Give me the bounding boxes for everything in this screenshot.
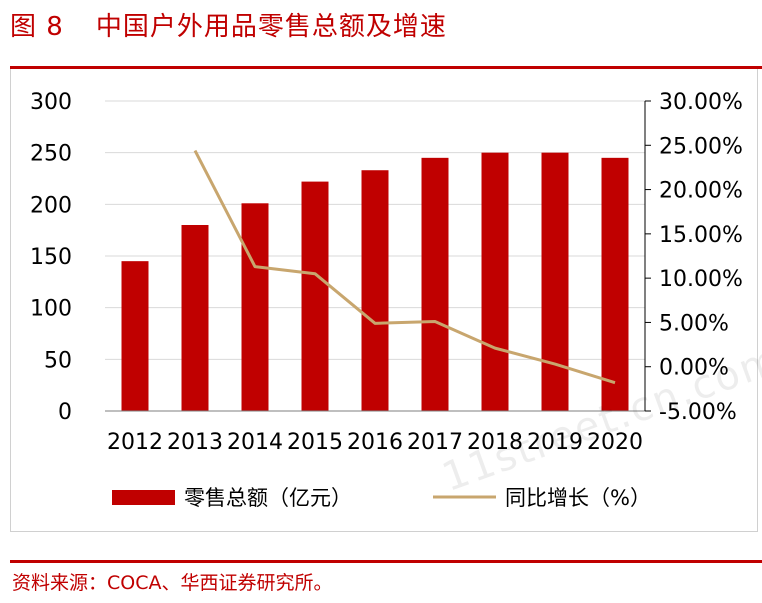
bar bbox=[181, 225, 209, 411]
growth-line bbox=[193, 149, 616, 385]
x-tick-label: 2012 bbox=[107, 430, 163, 455]
x-tick-label: 2018 bbox=[467, 430, 523, 455]
bar bbox=[241, 203, 269, 411]
legend: 零售总额（亿元） 同比增长（%） bbox=[112, 486, 651, 510]
x-tick-label: 2017 bbox=[407, 430, 463, 455]
x-tick-label: 2014 bbox=[227, 430, 283, 455]
bar bbox=[121, 261, 149, 411]
x-tick-label: 2015 bbox=[287, 430, 343, 455]
bar bbox=[601, 157, 629, 411]
y-right-tick-label: 15.00% bbox=[659, 223, 743, 248]
bar bbox=[301, 181, 329, 411]
legend-line-label: 同比增长（%） bbox=[505, 486, 651, 510]
top-rule bbox=[10, 66, 762, 69]
legend-bar-label: 零售总额（亿元） bbox=[184, 486, 352, 510]
y-left-tick-label: 150 bbox=[30, 245, 72, 270]
y-right-tick-label: 20.00% bbox=[659, 179, 743, 204]
y-left-tick-label: 50 bbox=[44, 348, 72, 373]
figure-title: 图 8 中国户外用品零售总额及增速 bbox=[10, 6, 447, 43]
x-tick-label: 2020 bbox=[587, 430, 643, 455]
y-right-tick-label: 5.00% bbox=[659, 311, 729, 336]
bar bbox=[361, 170, 389, 411]
x-tick-label: 2016 bbox=[347, 430, 403, 455]
y-left-tick-label: 0 bbox=[58, 400, 72, 425]
x-tick-label: 2013 bbox=[167, 430, 223, 455]
legend-bar-swatch bbox=[112, 490, 175, 505]
chart-frame bbox=[10, 69, 758, 532]
y-right-tick-label: 0.00% bbox=[659, 356, 729, 381]
y-left-tick-label: 100 bbox=[30, 297, 72, 322]
axes: 0 50 100 150 200 250 300 -5.00% 0.00% 5.00% 10.00%… bbox=[30, 90, 743, 455]
figure-label: 图 8 bbox=[10, 12, 64, 42]
bar bbox=[481, 152, 509, 411]
y-right-tick-label: 10.00% bbox=[659, 267, 743, 292]
line-series bbox=[193, 149, 616, 385]
y-left-tick-label: 300 bbox=[30, 90, 72, 115]
figure-title-text: 中国户外用品零售总额及增速 bbox=[95, 12, 447, 42]
y-left-tick-label: 200 bbox=[30, 193, 72, 218]
x-tick-label: 2019 bbox=[527, 430, 583, 455]
y-right-tick-label: -5.00% bbox=[659, 400, 737, 425]
y-right-tick-label: 25.00% bbox=[659, 134, 743, 159]
bar bbox=[421, 157, 449, 411]
bar bbox=[541, 152, 569, 411]
bottom-rule bbox=[10, 560, 762, 563]
y-right-tick-label: 30.00% bbox=[659, 90, 743, 115]
source-note: 资料来源：COCA、华西证券研究所。 bbox=[12, 572, 333, 594]
y-left-tick-label: 250 bbox=[30, 142, 72, 167]
bar-series bbox=[121, 152, 629, 411]
